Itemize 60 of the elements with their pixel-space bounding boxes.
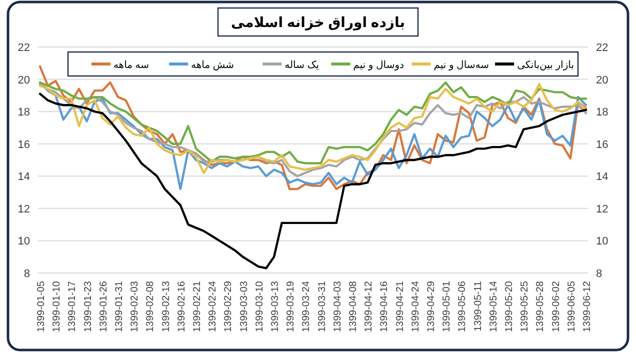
legend-label: یک ساله xyxy=(284,60,320,71)
x-tick-label: 1399-03-31 xyxy=(316,280,328,332)
x-tick-label: 1399-01-05 xyxy=(36,280,47,332)
y2-tick-label: 20 xyxy=(596,74,608,86)
y-tick-label: 16 xyxy=(18,138,30,151)
y2-tick-label: 16 xyxy=(596,138,608,151)
x-tick-label: 1399-02-08 xyxy=(145,280,156,332)
y2-tick-label: 22 xyxy=(596,42,608,54)
x-tick-label: 1399-04-03 xyxy=(332,280,344,332)
x-tick-label: 1399-06-05 xyxy=(566,280,578,332)
x-tick-label: 1399-04-24 xyxy=(410,280,422,332)
legend-label: دوسال و نیم xyxy=(353,60,404,71)
x-tick-label: 1399-04-29 xyxy=(426,280,437,332)
line-series xyxy=(38,92,588,270)
x-tick-label: 1399-01-23 xyxy=(82,280,94,332)
x-tick-label: 1399-03-13 xyxy=(270,280,281,332)
x-tick-label: 1399-06-02 xyxy=(550,280,562,332)
x-tick-label: 1399-03-10 xyxy=(254,280,266,332)
legend-label: سه ماهه xyxy=(113,60,149,71)
y-tick-label: 18 xyxy=(18,106,30,119)
x-tick-label: 1399-01-31 xyxy=(114,280,125,332)
x-tick-label: 1399-05-06 xyxy=(457,280,468,332)
x-tick-label: 1399-04-21 xyxy=(394,280,406,332)
x-tick-label: 1399-04-16 xyxy=(379,280,390,332)
legend-label: سه‌سال و نیم xyxy=(434,60,489,71)
x-tick-label: 1399-05-25 xyxy=(520,280,531,332)
x-tick-label: 1399-02-21 xyxy=(192,280,203,332)
x-tick-label: 1399-02-16 xyxy=(176,280,188,332)
y2-tick-label: 8 xyxy=(596,268,602,280)
y-tick-label: 20 xyxy=(18,74,30,86)
x-tick-label: 1399-05-11 xyxy=(472,280,484,332)
x-tick-label: 1399-05-28 xyxy=(535,280,546,332)
x-tick-label: 1399-02-24 xyxy=(208,280,219,332)
x-tick-label: 1399-03-03 xyxy=(238,280,250,332)
x-tick-label: 1399-02-03 xyxy=(130,280,141,332)
legend-label: بازار بین‌بانکی xyxy=(517,60,574,71)
x-tick-label: 1399-01-17 xyxy=(67,280,78,332)
y-tick-label: 8 xyxy=(24,268,30,280)
y-tick-label: 14 xyxy=(18,171,30,184)
legend-label: شش ماهه xyxy=(191,60,234,71)
x-tick-label: 1399-01-26 xyxy=(98,280,110,332)
x-tick-label: 1399-04-12 xyxy=(364,280,375,332)
x-tick-label: 1399-02-13 xyxy=(160,280,172,332)
y-tick-label: 12 xyxy=(18,203,30,216)
x-tick-label: 1399-03-24 xyxy=(301,280,312,332)
x-tick-label: 1399-04-08 xyxy=(348,280,359,332)
y2-tick-label: 12 xyxy=(596,203,608,216)
x-tick-label: 1399-05-14 xyxy=(488,280,500,332)
y-tick-label: 22 xyxy=(18,42,30,54)
x-tick-label: 1399-03-19 xyxy=(286,280,297,332)
y2-tick-label: 14 xyxy=(596,171,608,184)
y2-tick-label: 18 xyxy=(596,106,608,119)
x-tick-label: 1399-01-10 xyxy=(52,280,63,332)
x-tick-label: 1399-05-20 xyxy=(504,280,515,332)
y2-tick-label: 10 xyxy=(596,236,608,248)
x-tick-label: 1399-02-29 xyxy=(223,280,234,332)
x-tick-label: 1399-05-01 xyxy=(442,280,453,332)
y-tick-label: 10 xyxy=(18,236,30,248)
x-tick-label: 1399-06-12 xyxy=(582,280,593,332)
chart-title: بازده اوراق خزانه اسلامی xyxy=(231,14,405,31)
